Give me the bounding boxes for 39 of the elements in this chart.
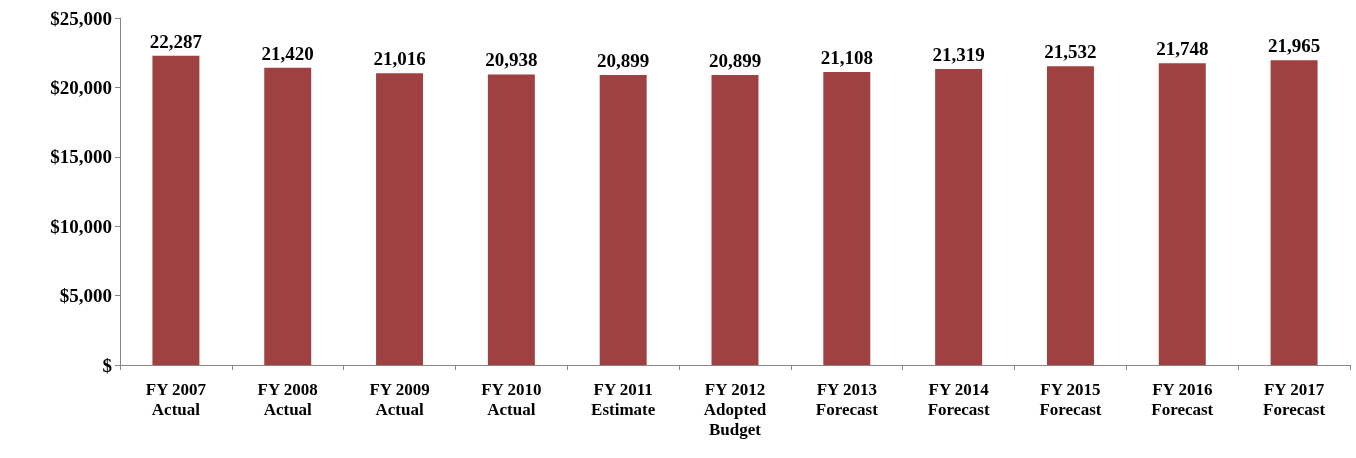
- bar: [376, 73, 424, 365]
- data-label: 20,899: [708, 49, 762, 71]
- data-label: 21,748: [1156, 38, 1209, 60]
- x-tick-label: FY 2015 Forecast: [1039, 379, 1102, 419]
- bar: [264, 67, 312, 365]
- bar: [1270, 60, 1318, 365]
- x-tick-label: FY 2017 Forecast: [1263, 379, 1326, 419]
- bar: [711, 74, 759, 365]
- x-tick-label: FY 2012 Adopted Budget: [703, 379, 767, 439]
- data-label: 21,420: [261, 42, 314, 64]
- data-label: 21,965: [1267, 35, 1321, 57]
- bar: [1158, 63, 1206, 365]
- data-label: 20,938: [485, 49, 538, 71]
- x-tick-label: FY 2013 Forecast: [815, 379, 879, 419]
- x-tick-label: FY 2007 Actual: [145, 379, 207, 419]
- y-tick-label: $25,000: [50, 7, 112, 29]
- y-tick-label: $20,000: [50, 76, 112, 98]
- bar: [599, 74, 647, 365]
- y-tick-label: $: [102, 354, 112, 376]
- data-label: 21,319: [932, 44, 985, 66]
- x-tick-label: FY 2010 Actual: [481, 379, 542, 419]
- x-tick-label: FY 2008 Actual: [257, 379, 318, 419]
- bar: [152, 55, 200, 365]
- data-label: 21,108: [820, 47, 873, 69]
- data-label: 21,532: [1044, 41, 1097, 63]
- x-tick-label: FY 2016 Forecast: [1151, 379, 1214, 419]
- bar: [487, 74, 535, 365]
- bar: [1046, 66, 1094, 365]
- data-label: 20,899: [597, 49, 650, 71]
- y-tick-label: $15,000: [50, 146, 112, 168]
- bar: [823, 72, 871, 365]
- y-tick-label: $5,000: [59, 285, 112, 307]
- data-label: 22,287: [149, 30, 203, 52]
- bar: [935, 69, 983, 365]
- data-label: 21,016: [373, 48, 426, 70]
- x-tick-label: FY 2009 Actual: [369, 379, 430, 419]
- y-tick-label: $10,000: [50, 215, 112, 237]
- x-tick-label: FY 2011 Estimate: [591, 379, 656, 419]
- x-tick-label: FY 2014 Forecast: [927, 379, 990, 419]
